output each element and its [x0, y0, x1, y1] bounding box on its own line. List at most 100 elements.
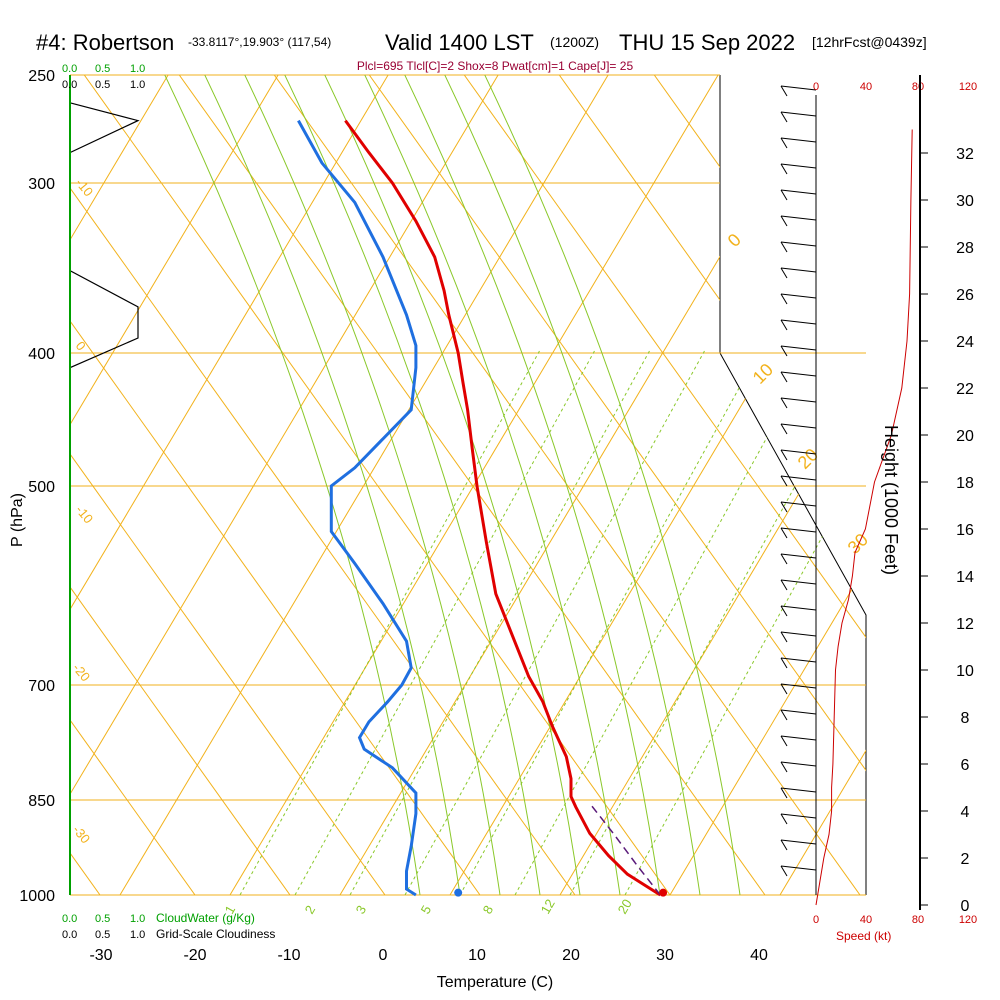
wind-barb: [780, 579, 817, 585]
dry-adiabat-line: [449, 75, 866, 895]
background-lines: [0, 55, 1000, 895]
height-tick-label: 10: [956, 663, 974, 680]
sounding-series: [297, 119, 668, 897]
wind-barb-flag: [780, 813, 788, 825]
wind-barb: [780, 293, 817, 299]
wind-barb: [780, 657, 817, 663]
diagram-background: [719, 75, 867, 895]
wind-barb-flag: [780, 735, 788, 747]
speed-tick-bottom: 40: [860, 914, 872, 926]
height-tick-label: 14: [956, 569, 974, 586]
isotherm-label: 0: [73, 338, 89, 353]
mixing-ratio-line: [294, 349, 596, 895]
wind-barb-flag: [780, 319, 788, 331]
wind-barb-flag: [780, 423, 788, 435]
wind-barb: [780, 163, 817, 169]
right-panel: [780, 85, 913, 906]
wind-barb-flag: [780, 111, 788, 123]
height-tick-label: 4: [961, 804, 970, 821]
dry-adiabat-line: [0, 55, 5, 895]
cloudiness-tick-bottom: 1.0: [130, 929, 145, 941]
wind-barb-flag: [780, 189, 788, 201]
moist-adiabat-line: [399, 75, 661, 895]
height-tick-label: 8: [961, 710, 970, 727]
pressure-tick-label: 850: [28, 793, 55, 810]
temperature-tick-label: -30: [89, 947, 112, 964]
wind-barb: [780, 215, 817, 221]
mixing-ratio-line: [349, 349, 651, 895]
height-tick-label: 0: [961, 898, 970, 915]
isotherm-label: -10: [73, 175, 97, 199]
wind-barb: [780, 345, 817, 351]
mixing-ratio-line: [514, 349, 816, 895]
speed-profile-line: [815, 129, 913, 906]
mixing-ratio-line: [624, 349, 866, 895]
isotherm-line: [890, 55, 1000, 895]
temperature-tick-label: 40: [750, 947, 768, 964]
height-tick-label: 16: [956, 522, 974, 539]
dry-adiabat-line: [259, 75, 861, 895]
wind-barb: [780, 683, 817, 689]
cloud-water-tick-top: 0.0: [62, 63, 77, 75]
dry-adiabat-line: [70, 75, 576, 895]
forecast-info: [12hrFcst@0439z]: [812, 34, 927, 50]
cloud-water-label: CloudWater (g/Kg): [156, 911, 255, 925]
height-tick-label: 2: [961, 851, 970, 868]
temperature-surface-point: [659, 888, 668, 897]
isotherm-line: [70, 75, 401, 895]
wind-barb-flag: [780, 241, 788, 253]
temperature-tick-label: 0: [379, 947, 388, 964]
dry-adiabat-line: [164, 75, 766, 895]
wind-barb-flag: [780, 345, 788, 357]
wind-barb-flag: [780, 475, 788, 487]
cloudiness-tick-bottom: 0.0: [62, 929, 77, 941]
mixing-ratio-label: 8: [480, 903, 497, 917]
dry-adiabat-line: [544, 75, 866, 895]
height-tick-label: 26: [956, 287, 974, 304]
wind-barb-flag: [780, 657, 788, 669]
cloud-profile: [69, 75, 140, 895]
wind-barb-flag: [780, 865, 788, 877]
wind-barb-flag: [780, 163, 788, 175]
wind-barb: [780, 189, 817, 195]
dry-adiabat-label: 10: [749, 360, 777, 388]
isotherm-line: [669, 75, 866, 895]
dry-adiabat-line: [70, 75, 196, 895]
speed-axis-label: Speed (kt): [836, 929, 891, 943]
dewpoint-surface-point: [454, 888, 463, 897]
wind-barb: [780, 371, 817, 377]
dry-adiabat-line: [70, 75, 386, 895]
dry-adiabat-line: [639, 75, 866, 895]
wind-barb-flag: [780, 839, 788, 851]
isotherm-label: -20: [70, 660, 94, 684]
cloudiness-tick-top: 0.0: [62, 79, 77, 91]
wind-barb-flag: [780, 579, 788, 591]
isotherm-label: -10: [73, 502, 97, 526]
speed-tick-bottom: 120: [959, 914, 977, 926]
station-coords: -33.8117°,19.903° (117,54): [188, 35, 331, 49]
mixing-ratio-line: [459, 349, 761, 895]
wind-barb: [780, 423, 817, 429]
dry-adiabat-line: [70, 75, 481, 895]
height-tick-label: 28: [956, 240, 974, 257]
wind-barb-flag: [780, 397, 788, 409]
speed-tick-top: 0: [813, 81, 819, 93]
height-tick-label: 32: [956, 146, 974, 163]
cloud-water-tick-bottom: 0.5: [95, 913, 110, 925]
mixing-ratio-label: 20: [615, 896, 635, 916]
wind-barb: [780, 787, 817, 793]
mixing-ratio-label: 12: [538, 896, 558, 916]
mixing-ratio-line: [239, 349, 541, 895]
moist-adiabat-line: [239, 75, 501, 895]
wind-barb-flag: [780, 553, 788, 565]
isotherm-line: [449, 75, 866, 895]
wind-barb: [780, 85, 817, 91]
wind-barb-flag: [780, 709, 788, 721]
wind-barb-flag: [780, 761, 788, 773]
wind-barb: [780, 111, 817, 117]
cloud-fraction-line: [69, 102, 140, 397]
mixing-ratio-label: 5: [418, 903, 435, 917]
moist-adiabat-line: [159, 75, 421, 895]
temperature-tick-label: -10: [277, 947, 300, 964]
